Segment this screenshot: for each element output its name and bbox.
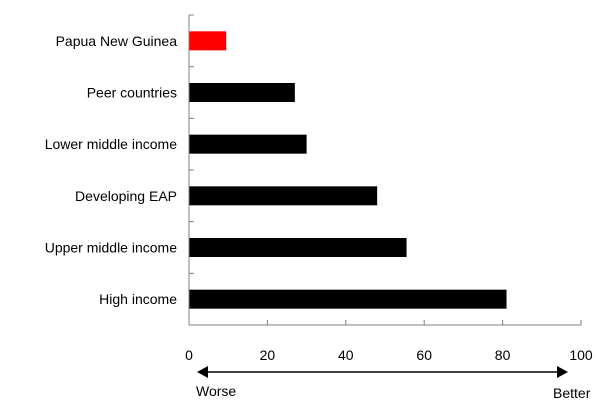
ticks-layer (188, 14, 582, 326)
category-label: Peer countries (87, 85, 177, 101)
bars-layer (189, 31, 507, 309)
x-tick-label: 0 (185, 347, 193, 363)
arrow-head-left (197, 366, 208, 378)
category-label: Upper middle income (45, 240, 177, 256)
arrow-head-right (557, 366, 568, 378)
bar-high-income (189, 289, 507, 309)
category-label: Papua New Guinea (56, 33, 178, 49)
axes-layer (188, 15, 581, 326)
x-tick-label: 100 (569, 347, 593, 363)
category-label: Developing EAP (75, 188, 177, 204)
bar-upper-middle-income (189, 238, 407, 257)
x-tick-label: 20 (260, 347, 276, 363)
x-tick-label: 60 (416, 347, 432, 363)
x-tick-label: 80 (495, 347, 511, 363)
bar-lower-middle-income (189, 134, 307, 154)
worse-label: Worse (196, 383, 236, 399)
labels-layer: Papua New Guinea Peer countries Lower midd… (45, 33, 593, 363)
bar-papua-new-guinea (189, 31, 227, 51)
x-tick-label: 40 (338, 347, 354, 363)
category-label: Lower middle income (45, 136, 177, 152)
better-label: Better (553, 385, 591, 400)
bar-developing-eap (189, 186, 378, 206)
bar-peer-countries (189, 83, 295, 102)
annotation-layer: Worse Better (196, 366, 591, 400)
category-label: High income (99, 291, 177, 307)
